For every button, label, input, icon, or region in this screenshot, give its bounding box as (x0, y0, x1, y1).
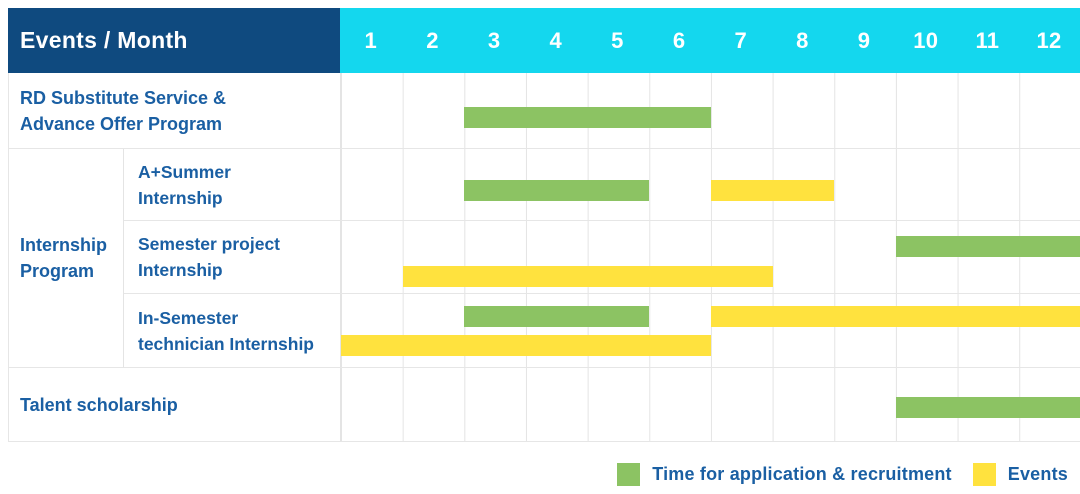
month-label: 9 (857, 27, 871, 53)
chart-row-semester-project (341, 221, 1080, 294)
group-label-line: Program (20, 261, 95, 281)
legend-item-application: Time for application & recruitment (617, 462, 952, 486)
events-bar (402, 266, 773, 287)
group-label-line: Internship (20, 235, 108, 255)
month-label: 10 (913, 27, 939, 53)
row-label-line: In-Semester (138, 307, 239, 328)
row-label-rd-substitute: RD Substitute Service & Advance Offer Pr… (9, 73, 341, 149)
month-label: 8 (796, 27, 809, 53)
chart-row-rd-substitute (341, 73, 1080, 149)
month-label: 5 (611, 27, 624, 53)
events-bar (711, 306, 1080, 327)
chart-row-talent-scholarship (341, 368, 1080, 442)
application-bar (896, 236, 1080, 257)
table-body: RD Substitute Service & Advance Offer Pr… (8, 73, 1080, 442)
application-bar (464, 180, 650, 201)
application-color-swatch (617, 462, 641, 486)
application-bar (464, 306, 650, 327)
month-label: 3 (487, 27, 501, 53)
legend-item-events: Events (972, 462, 1068, 486)
table-header-row: Events / Month 1 2 3 4 5 6 7 8 9 10 11 1… (8, 8, 1080, 73)
month-label: 2 (426, 27, 439, 53)
row-label-line: Internship (138, 260, 223, 280)
row-label-line: A+Summer (138, 161, 231, 182)
month-label: 6 (672, 27, 686, 53)
month-label: 4 (549, 27, 563, 53)
row-label-line: Semester project (138, 234, 281, 254)
chart-row-in-semester-technician (341, 294, 1080, 368)
legend: Time for application & recruitment Event… (0, 461, 1068, 487)
row-label-line: Talent scholarship (20, 394, 178, 415)
header-title: Events / Month (20, 27, 188, 53)
month-label: 11 (975, 27, 1000, 53)
header-title-cell: Events / Month (8, 8, 340, 73)
month-label: 7 (734, 27, 748, 53)
events-color-swatch (972, 462, 996, 486)
legend-label-events: Events (1007, 463, 1068, 484)
application-bar (464, 107, 711, 128)
month-label: 12 (1036, 27, 1062, 53)
group-label-internship-program: Internship Program (9, 149, 124, 368)
application-bar (896, 397, 1080, 418)
row-label-a-plus-summer: A+Summer Internship (124, 149, 341, 221)
events-bar (341, 335, 711, 356)
row-label-line: Advance Offer Program (20, 113, 223, 134)
row-label-semester-project: Semester project Internship (124, 221, 341, 294)
schedule-table: Events / Month 1 2 3 4 5 6 7 8 9 10 11 1… (8, 8, 1080, 442)
row-label-talent-scholarship: Talent scholarship (9, 368, 341, 442)
row-label-line: Internship (138, 187, 223, 208)
legend-label-application: Time for application & recruitment (652, 463, 952, 484)
month-label: 1 (364, 27, 378, 53)
month-header-cell: 1 2 3 4 5 6 7 8 9 10 11 12 (340, 8, 1080, 73)
row-label-in-semester-technician: In-Semester technician Internship (124, 294, 341, 368)
events-bar (711, 180, 835, 201)
row-label-line: technician Internship (138, 333, 314, 354)
row-label-line: RD Substitute Service & (20, 87, 227, 108)
chart-row-a-plus-summer (341, 149, 1080, 221)
